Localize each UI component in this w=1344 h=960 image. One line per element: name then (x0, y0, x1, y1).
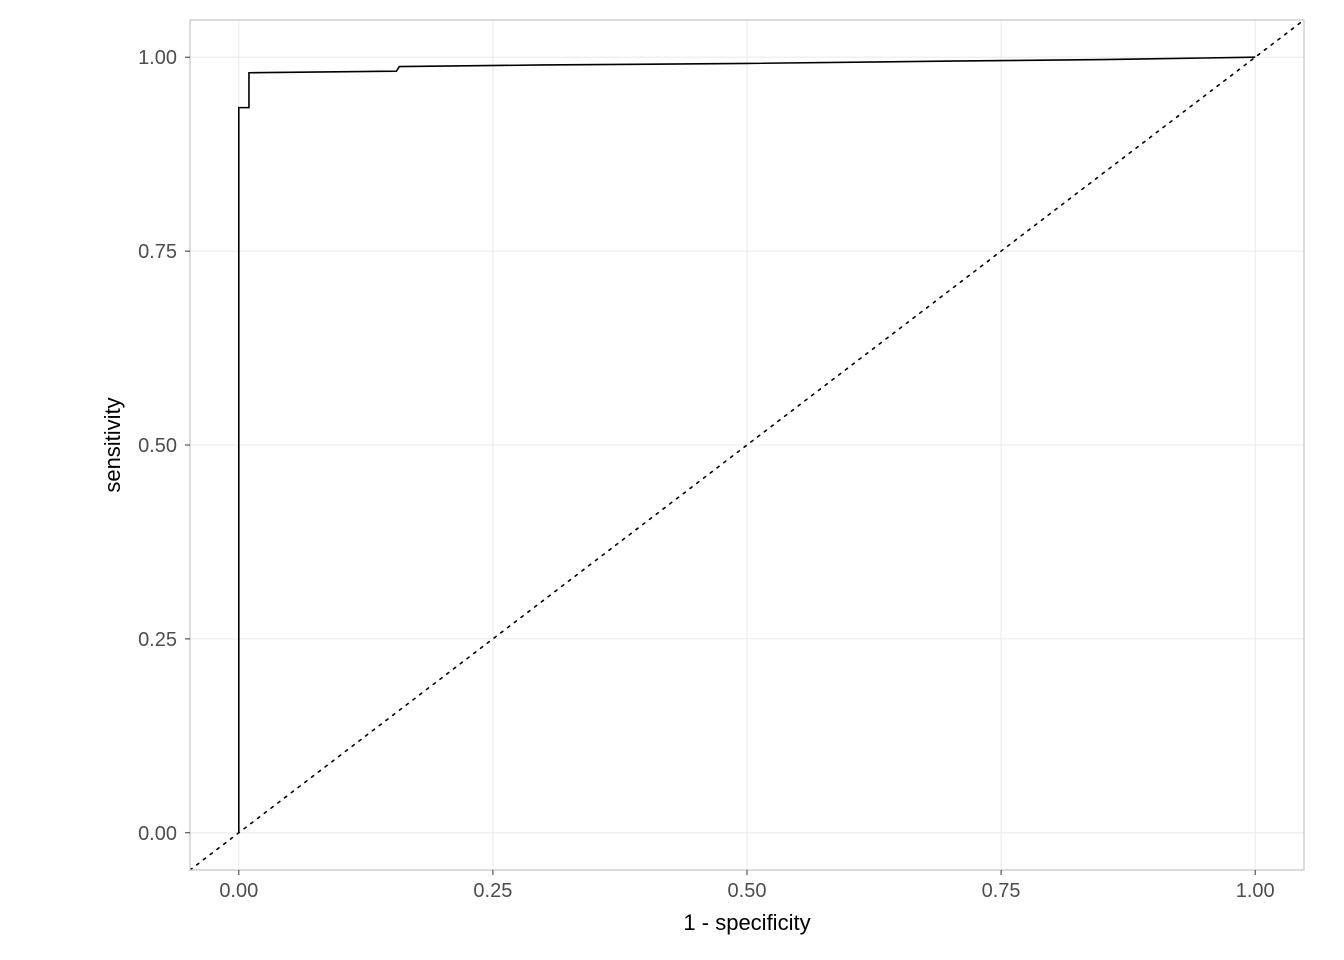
x-tick-label: 0.00 (219, 880, 258, 902)
y-tick-label: 0.00 (138, 823, 177, 845)
x-tick-label: 0.50 (728, 880, 767, 902)
x-axis-label: 1 - specificity (683, 910, 810, 935)
roc-chart: 0.00 0.25 0.50 0.75 1.00 1 - specificity 0.00 0… (0, 0, 1344, 960)
x-tick-label: 1.00 (1236, 880, 1275, 902)
y-tick-label: 0.50 (138, 435, 177, 457)
y-tick-label: 0.25 (138, 629, 177, 651)
roc-chart-svg: 0.00 0.25 0.50 0.75 1.00 1 - specificity 0.00 0… (0, 0, 1344, 960)
y-axis-label: sensitivity (100, 397, 125, 492)
x-tick-label: 0.25 (473, 880, 512, 902)
y-tick-label: 1.00 (138, 47, 177, 69)
x-tick-label: 0.75 (982, 880, 1021, 902)
y-tick-label: 0.75 (138, 241, 177, 263)
